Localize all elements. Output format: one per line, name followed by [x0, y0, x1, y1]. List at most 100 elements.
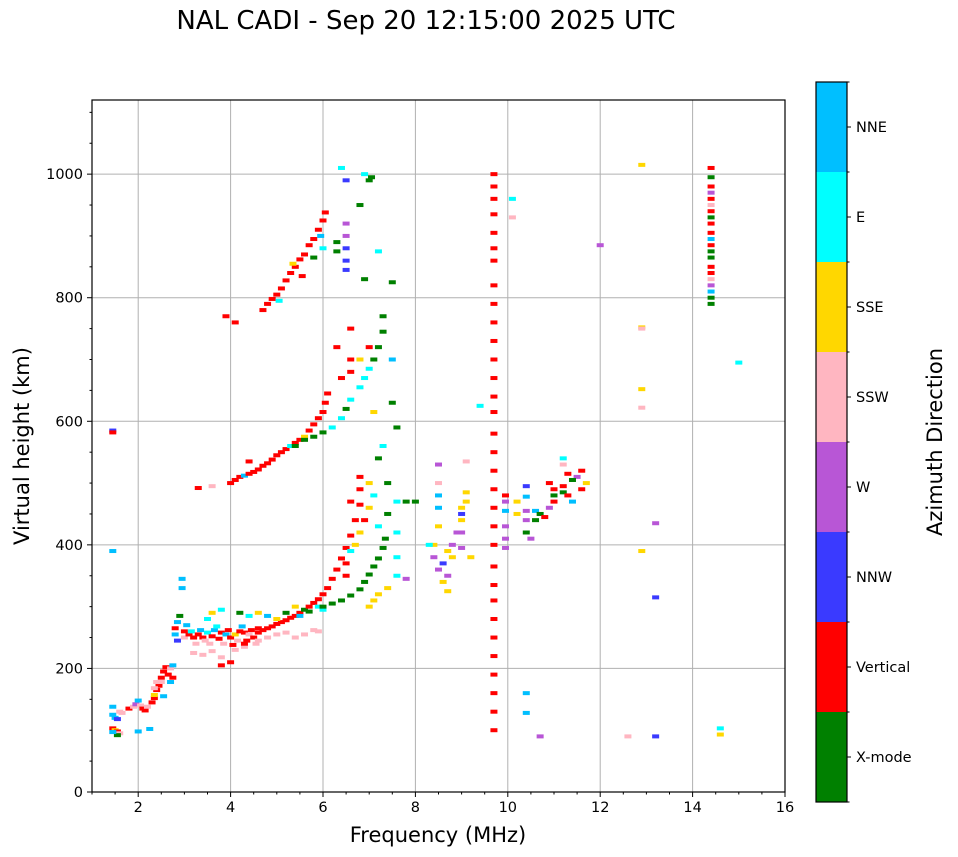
data-point [707, 289, 715, 294]
data-point [735, 360, 743, 365]
data-point [356, 502, 364, 507]
data-point [328, 425, 336, 430]
data-point [310, 255, 318, 260]
data-point [259, 308, 267, 313]
data-point [240, 630, 248, 635]
data-point [137, 703, 145, 708]
data-point [224, 628, 232, 633]
y-tick-label: 1000 [46, 167, 83, 183]
data-point [536, 511, 544, 516]
data-point [716, 726, 724, 731]
data-point [169, 675, 177, 680]
data-point [275, 298, 283, 303]
data-point [245, 613, 253, 618]
data-point [393, 555, 401, 560]
data-point [707, 196, 715, 201]
data-point [273, 453, 281, 458]
data-point [356, 203, 364, 208]
data-point [550, 493, 558, 498]
data-point [490, 635, 498, 640]
data-point [490, 431, 498, 436]
data-point [707, 215, 715, 220]
data-point [384, 481, 392, 486]
data-point [109, 712, 117, 717]
data-point [356, 474, 364, 479]
data-point [707, 277, 715, 282]
data-point [109, 704, 117, 709]
data-point [490, 212, 498, 217]
data-point [707, 190, 715, 195]
data-point [143, 704, 151, 709]
data-point [305, 609, 313, 614]
data-point [351, 542, 359, 547]
data-point [347, 499, 355, 504]
data-point [522, 691, 530, 696]
data-point [227, 660, 235, 665]
data-point [652, 521, 660, 526]
data-point [141, 708, 149, 713]
data-point [444, 549, 452, 554]
data-point [342, 221, 350, 226]
data-point [319, 604, 327, 609]
data-point [150, 692, 158, 697]
data-point [118, 710, 126, 715]
data-point [204, 630, 211, 635]
data-point [453, 530, 461, 535]
data-point [476, 403, 484, 408]
data-point [388, 357, 396, 362]
data-point [411, 499, 419, 504]
data-point [490, 728, 498, 733]
data-point [458, 530, 466, 535]
data-point [245, 459, 253, 464]
data-point [247, 628, 255, 633]
data-point [356, 530, 364, 535]
data-point [190, 650, 198, 655]
data-point [178, 586, 186, 591]
data-point [305, 428, 313, 433]
data-point [365, 481, 373, 486]
colorbar-segment-x-mode [816, 712, 847, 802]
data-point [374, 345, 382, 350]
data-point [319, 430, 327, 435]
data-point [370, 357, 378, 362]
data-point [282, 610, 290, 615]
data-point [490, 450, 498, 455]
data-point [227, 635, 235, 640]
data-point [291, 264, 299, 269]
data-point [342, 233, 350, 238]
y-tick-label: 800 [55, 291, 83, 307]
data-point [490, 617, 498, 621]
data-point [652, 595, 660, 600]
data-point [707, 165, 715, 170]
data-point [388, 280, 396, 285]
colorbar-segment-sse [816, 262, 847, 352]
data-point [568, 499, 576, 504]
data-point [264, 626, 272, 631]
data-point [282, 278, 290, 283]
data-point [321, 400, 329, 405]
data-point [291, 635, 299, 640]
y-tick-label: 0 [74, 785, 83, 801]
data-point [444, 573, 452, 578]
data-point [333, 345, 341, 350]
data-point [194, 632, 202, 637]
data-point [707, 184, 715, 189]
data-point [213, 624, 221, 629]
data-point [501, 508, 509, 513]
data-point [522, 530, 530, 535]
data-point [317, 233, 325, 238]
x-tick-label: 16 [776, 800, 794, 816]
data-point [365, 345, 373, 350]
data-point [435, 462, 442, 467]
data-point [508, 196, 516, 201]
data-point [277, 286, 285, 291]
colorbar-frame [815, 81, 848, 803]
data-point [490, 564, 498, 569]
data-point [490, 487, 498, 492]
data-point [435, 567, 442, 572]
data-point [319, 246, 327, 251]
data-point [513, 511, 521, 516]
data-point [490, 505, 498, 510]
data-point [180, 629, 188, 634]
data-point [130, 704, 138, 709]
